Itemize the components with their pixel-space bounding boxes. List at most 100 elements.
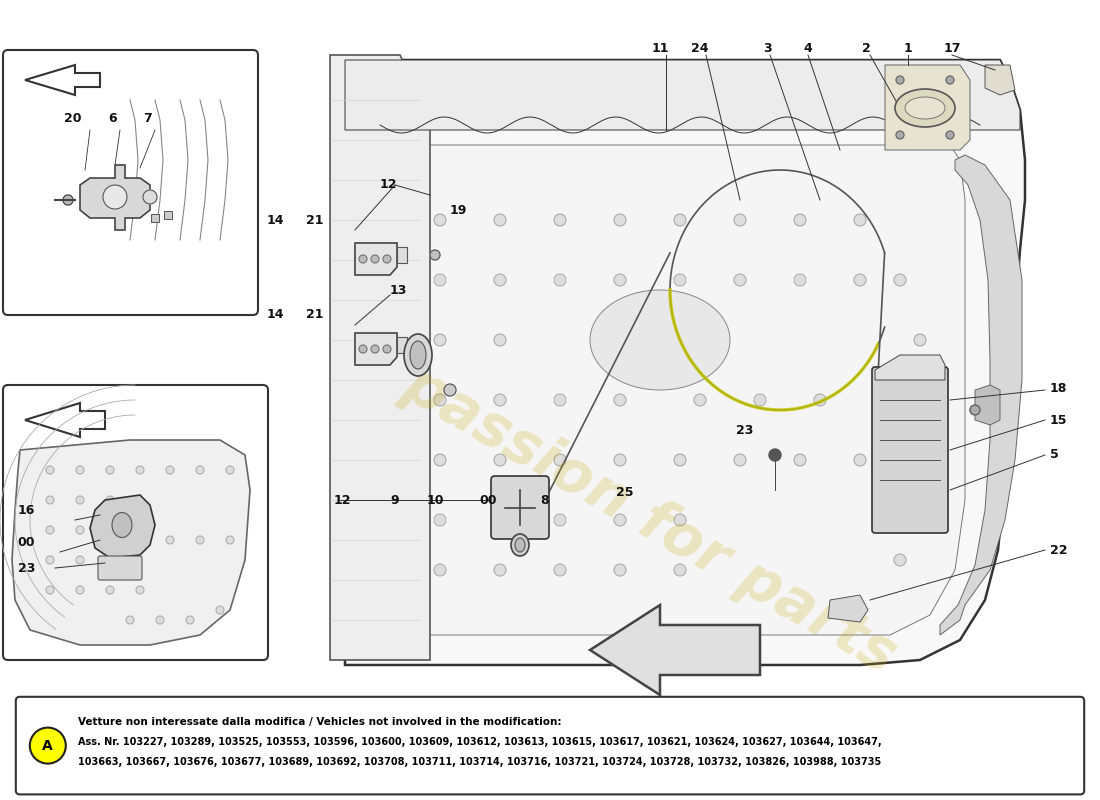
Circle shape — [946, 76, 954, 84]
Circle shape — [554, 214, 566, 226]
Polygon shape — [886, 65, 970, 150]
Circle shape — [106, 466, 114, 474]
Polygon shape — [345, 60, 1020, 130]
Text: 21: 21 — [306, 309, 323, 322]
Circle shape — [734, 214, 746, 226]
Circle shape — [494, 334, 506, 346]
Polygon shape — [397, 337, 407, 353]
FancyBboxPatch shape — [3, 50, 258, 315]
Circle shape — [196, 536, 204, 544]
Text: 24: 24 — [691, 42, 708, 54]
Text: 14: 14 — [266, 309, 284, 322]
Circle shape — [914, 334, 926, 346]
Text: 103663, 103667, 103676, 103677, 103689, 103692, 103708, 103711, 103714, 103716, : 103663, 103667, 103676, 103677, 103689, … — [78, 757, 881, 766]
Circle shape — [854, 214, 866, 226]
Text: 15: 15 — [1050, 414, 1067, 426]
Ellipse shape — [895, 89, 955, 127]
Circle shape — [46, 586, 54, 594]
Text: 00: 00 — [18, 535, 35, 549]
Ellipse shape — [905, 97, 945, 119]
Polygon shape — [828, 595, 868, 622]
Circle shape — [674, 274, 686, 286]
Polygon shape — [975, 385, 1000, 425]
Ellipse shape — [590, 290, 730, 390]
Circle shape — [914, 394, 926, 406]
Circle shape — [76, 496, 84, 504]
Circle shape — [814, 394, 826, 406]
Circle shape — [166, 466, 174, 474]
Circle shape — [136, 526, 144, 534]
Circle shape — [554, 564, 566, 576]
Ellipse shape — [512, 534, 529, 556]
Text: 25: 25 — [616, 486, 634, 498]
Circle shape — [894, 514, 906, 526]
Circle shape — [734, 274, 746, 286]
Circle shape — [383, 255, 390, 263]
Text: 16: 16 — [18, 503, 35, 517]
Circle shape — [614, 454, 626, 466]
Bar — [164, 211, 172, 219]
Circle shape — [434, 394, 446, 406]
Circle shape — [136, 586, 144, 594]
Circle shape — [674, 214, 686, 226]
FancyBboxPatch shape — [15, 697, 1085, 794]
Circle shape — [359, 255, 367, 263]
Circle shape — [226, 466, 234, 474]
Text: 11: 11 — [651, 42, 669, 54]
Circle shape — [383, 345, 390, 353]
Text: 8: 8 — [541, 494, 549, 506]
Polygon shape — [355, 333, 397, 365]
Circle shape — [434, 334, 446, 346]
Circle shape — [614, 274, 626, 286]
Circle shape — [226, 536, 234, 544]
Text: 4: 4 — [804, 42, 813, 54]
Polygon shape — [397, 247, 407, 263]
Circle shape — [894, 554, 906, 566]
Circle shape — [143, 190, 157, 204]
Text: 22: 22 — [1050, 543, 1067, 557]
Polygon shape — [370, 145, 965, 635]
Circle shape — [494, 564, 506, 576]
Text: 9: 9 — [390, 494, 399, 506]
Text: 5: 5 — [1050, 449, 1058, 462]
Circle shape — [434, 514, 446, 526]
Circle shape — [106, 586, 114, 594]
Circle shape — [614, 214, 626, 226]
Circle shape — [444, 384, 456, 396]
Bar — [151, 214, 160, 222]
Circle shape — [136, 466, 144, 474]
Circle shape — [196, 466, 204, 474]
Polygon shape — [345, 60, 1025, 665]
Text: 14: 14 — [266, 214, 284, 226]
Text: 12: 12 — [379, 178, 397, 191]
Circle shape — [371, 345, 380, 353]
Ellipse shape — [515, 538, 525, 552]
Text: Vetture non interessate dalla modifica / Vehicles not involved in the modificati: Vetture non interessate dalla modifica /… — [78, 717, 561, 726]
Text: passion for parts: passion for parts — [394, 355, 906, 685]
Text: 23: 23 — [736, 423, 754, 437]
Polygon shape — [940, 155, 1022, 635]
Circle shape — [554, 454, 566, 466]
Circle shape — [674, 454, 686, 466]
Circle shape — [896, 131, 904, 139]
Circle shape — [554, 514, 566, 526]
Circle shape — [794, 274, 806, 286]
Circle shape — [894, 274, 906, 286]
Polygon shape — [355, 243, 397, 275]
Text: 2: 2 — [861, 42, 870, 54]
Text: 17: 17 — [944, 42, 960, 54]
Text: 7: 7 — [144, 111, 153, 125]
Ellipse shape — [410, 341, 426, 369]
FancyBboxPatch shape — [98, 556, 142, 580]
Circle shape — [874, 394, 886, 406]
Circle shape — [186, 616, 194, 624]
Circle shape — [674, 514, 686, 526]
Circle shape — [554, 394, 566, 406]
Circle shape — [63, 195, 73, 205]
Circle shape — [674, 564, 686, 576]
Circle shape — [614, 394, 626, 406]
Circle shape — [896, 76, 904, 84]
Text: 6: 6 — [109, 111, 118, 125]
Circle shape — [794, 454, 806, 466]
Circle shape — [614, 514, 626, 526]
